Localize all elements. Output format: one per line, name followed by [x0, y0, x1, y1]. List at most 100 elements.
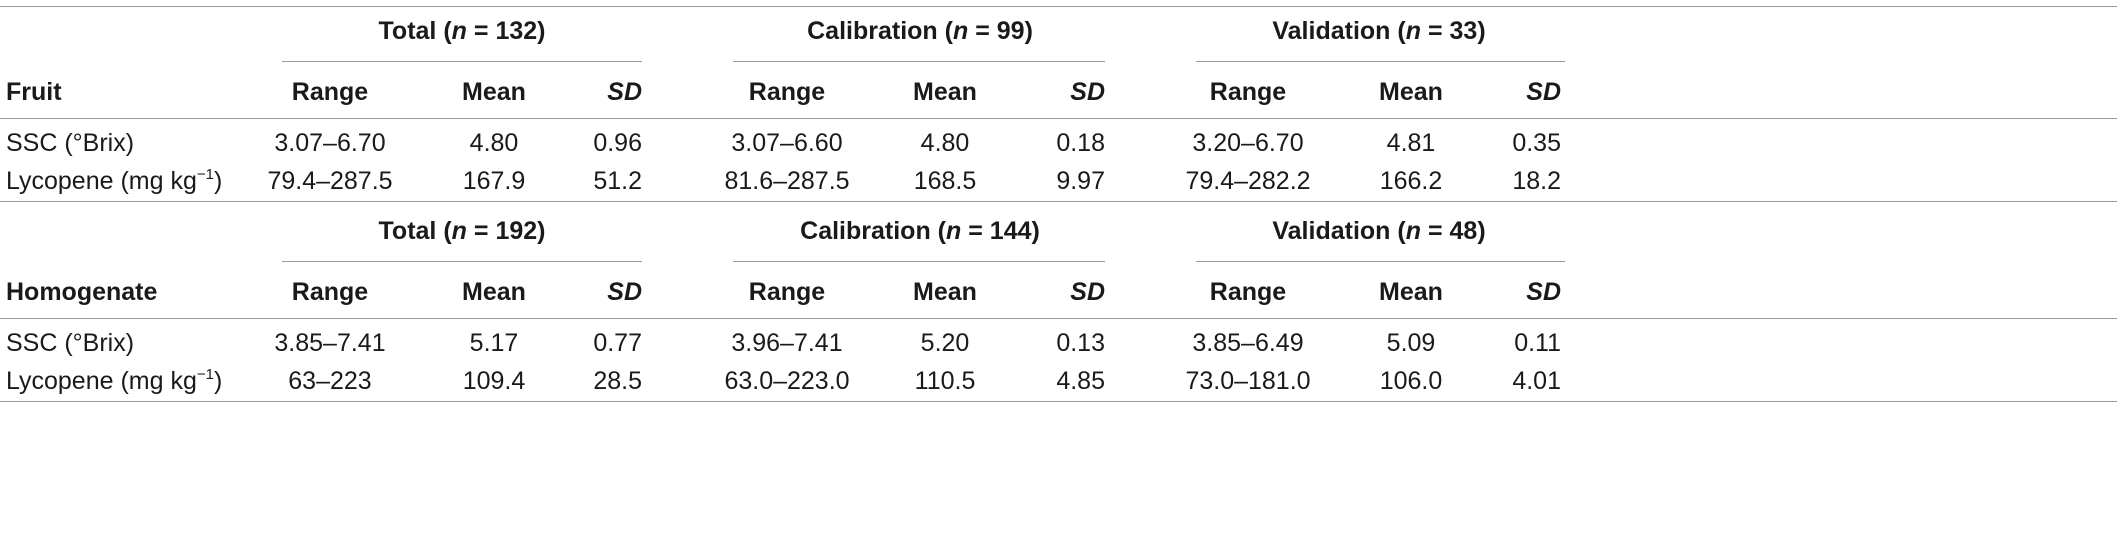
table-top-rule: [0, 6, 2117, 7]
cell-sd: 0.77: [593, 329, 642, 357]
subheader-rule: [0, 318, 2117, 319]
row-label: Lycopene (mg kg−1): [6, 366, 222, 396]
subheader-range: Range: [1209, 278, 1287, 306]
subheader-sd: SD: [1526, 278, 1561, 306]
subheader-sd: SD: [607, 278, 642, 306]
cell-range: 3.85–6.49: [1192, 329, 1304, 357]
row-label-text: SSC (°Brix): [6, 129, 135, 157]
cell-range: 73.0–181.0: [1185, 367, 1311, 395]
n-separator: =: [968, 17, 997, 45]
cell-sd: 4.01: [1512, 367, 1561, 395]
subheader-mean: Mean: [913, 278, 977, 306]
cell-range: 63–223: [288, 367, 372, 395]
n-separator: =: [1421, 217, 1450, 245]
group-name: Calibration: [800, 217, 931, 245]
row-label-tail: ): [213, 367, 223, 395]
cell-range: 79.4–287.5: [267, 167, 393, 195]
cell-mean: 4.80: [920, 129, 970, 157]
unit-exponent: −1: [196, 166, 214, 183]
n-symbol: n: [451, 17, 467, 45]
group-name: Calibration: [807, 17, 938, 45]
cell-sd: 18.2: [1512, 167, 1561, 195]
group-header-rule: [1196, 261, 1565, 262]
n-value: 33: [1449, 17, 1478, 45]
n-value: 48: [1449, 217, 1478, 245]
group-header-rule: [733, 61, 1105, 62]
n-symbol: n: [946, 217, 962, 245]
subheader-range: Range: [1209, 78, 1287, 106]
block-row-label: Fruit: [6, 78, 62, 106]
cell-range: 79.4–282.2: [1185, 167, 1311, 195]
subheader-range: Range: [748, 278, 826, 306]
group-header-total: Total (n = 132): [378, 17, 546, 45]
cell-sd: 0.13: [1056, 329, 1105, 357]
block-separator-rule: [0, 201, 2117, 202]
cell-range: 63.0–223.0: [724, 367, 850, 395]
cell-sd: 9.97: [1056, 167, 1105, 195]
cell-range: 3.07–6.70: [274, 129, 386, 157]
cell-range: 3.20–6.70: [1192, 129, 1304, 157]
group-header-validation: Validation (n = 33): [1272, 17, 1486, 45]
cell-sd: 28.5: [593, 367, 642, 395]
group-name: Validation: [1272, 217, 1391, 245]
row-label-text: Lycopene (mg kg: [6, 367, 197, 395]
subheader-mean: Mean: [462, 78, 526, 106]
cell-sd: 0.96: [593, 129, 642, 157]
subheader-mean: Mean: [1379, 78, 1443, 106]
cell-range: 3.07–6.60: [731, 129, 843, 157]
cell-mean: 167.9: [462, 167, 526, 195]
cell-mean: 166.2: [1379, 167, 1443, 195]
cell-mean: 5.20: [920, 329, 970, 357]
cell-mean: 4.80: [469, 129, 519, 157]
row-label-tail: ): [213, 167, 223, 195]
n-separator: =: [961, 217, 990, 245]
group-header-rule: [282, 61, 642, 62]
cell-sd: 51.2: [593, 167, 642, 195]
cell-sd: 0.11: [1514, 329, 1561, 357]
subheader-range: Range: [748, 78, 826, 106]
n-value: 192: [495, 217, 538, 245]
block-row-label: Homogenate: [6, 278, 158, 306]
subheader-range: Range: [291, 78, 369, 106]
cell-range: 3.85–7.41: [274, 329, 386, 357]
subheader-mean: Mean: [913, 78, 977, 106]
cell-mean: 168.5: [913, 167, 977, 195]
n-symbol: n: [1405, 17, 1422, 45]
cell-sd: 0.35: [1512, 129, 1561, 157]
subheader-sd: SD: [1070, 278, 1105, 306]
row-label-text: Lycopene (mg kg: [6, 167, 197, 195]
group-name: Validation: [1272, 17, 1391, 45]
subheader-sd: SD: [1526, 78, 1561, 106]
unit-exponent: −1: [196, 366, 214, 383]
subheader-sd: SD: [1070, 78, 1105, 106]
row-label: Lycopene (mg kg−1): [6, 166, 222, 196]
n-value: 132: [495, 17, 538, 45]
n-value: 99: [996, 17, 1025, 45]
cell-range: 3.96–7.41: [731, 329, 843, 357]
subheader-range: Range: [291, 278, 369, 306]
n-symbol: n: [451, 217, 467, 245]
row-label-text: SSC (°Brix): [6, 329, 135, 357]
group-name: Total: [378, 217, 437, 245]
group-header-validation: Validation (n = 48): [1272, 217, 1486, 245]
group-header-total: Total (n = 192): [378, 217, 546, 245]
row-label: SSC (°Brix): [6, 328, 134, 358]
cell-mean: 109.4: [462, 367, 526, 395]
subheader-sd: SD: [607, 78, 642, 106]
n-value: 144: [989, 217, 1032, 245]
cell-mean: 5.17: [469, 329, 519, 357]
group-header-rule: [733, 261, 1105, 262]
group-header-rule: [1196, 61, 1565, 62]
subheader-mean: Mean: [1379, 278, 1443, 306]
cell-range: 81.6–287.5: [724, 167, 850, 195]
cell-sd: 4.85: [1056, 367, 1105, 395]
group-name: Total: [378, 17, 437, 45]
group-header-calibration: Calibration (n = 144): [800, 217, 1040, 245]
n-separator: =: [466, 217, 496, 245]
n-symbol: n: [952, 17, 969, 45]
cell-mean: 5.09: [1386, 329, 1436, 357]
n-separator: =: [466, 17, 496, 45]
cell-mean: 4.81: [1386, 129, 1436, 157]
group-header-rule: [282, 261, 642, 262]
